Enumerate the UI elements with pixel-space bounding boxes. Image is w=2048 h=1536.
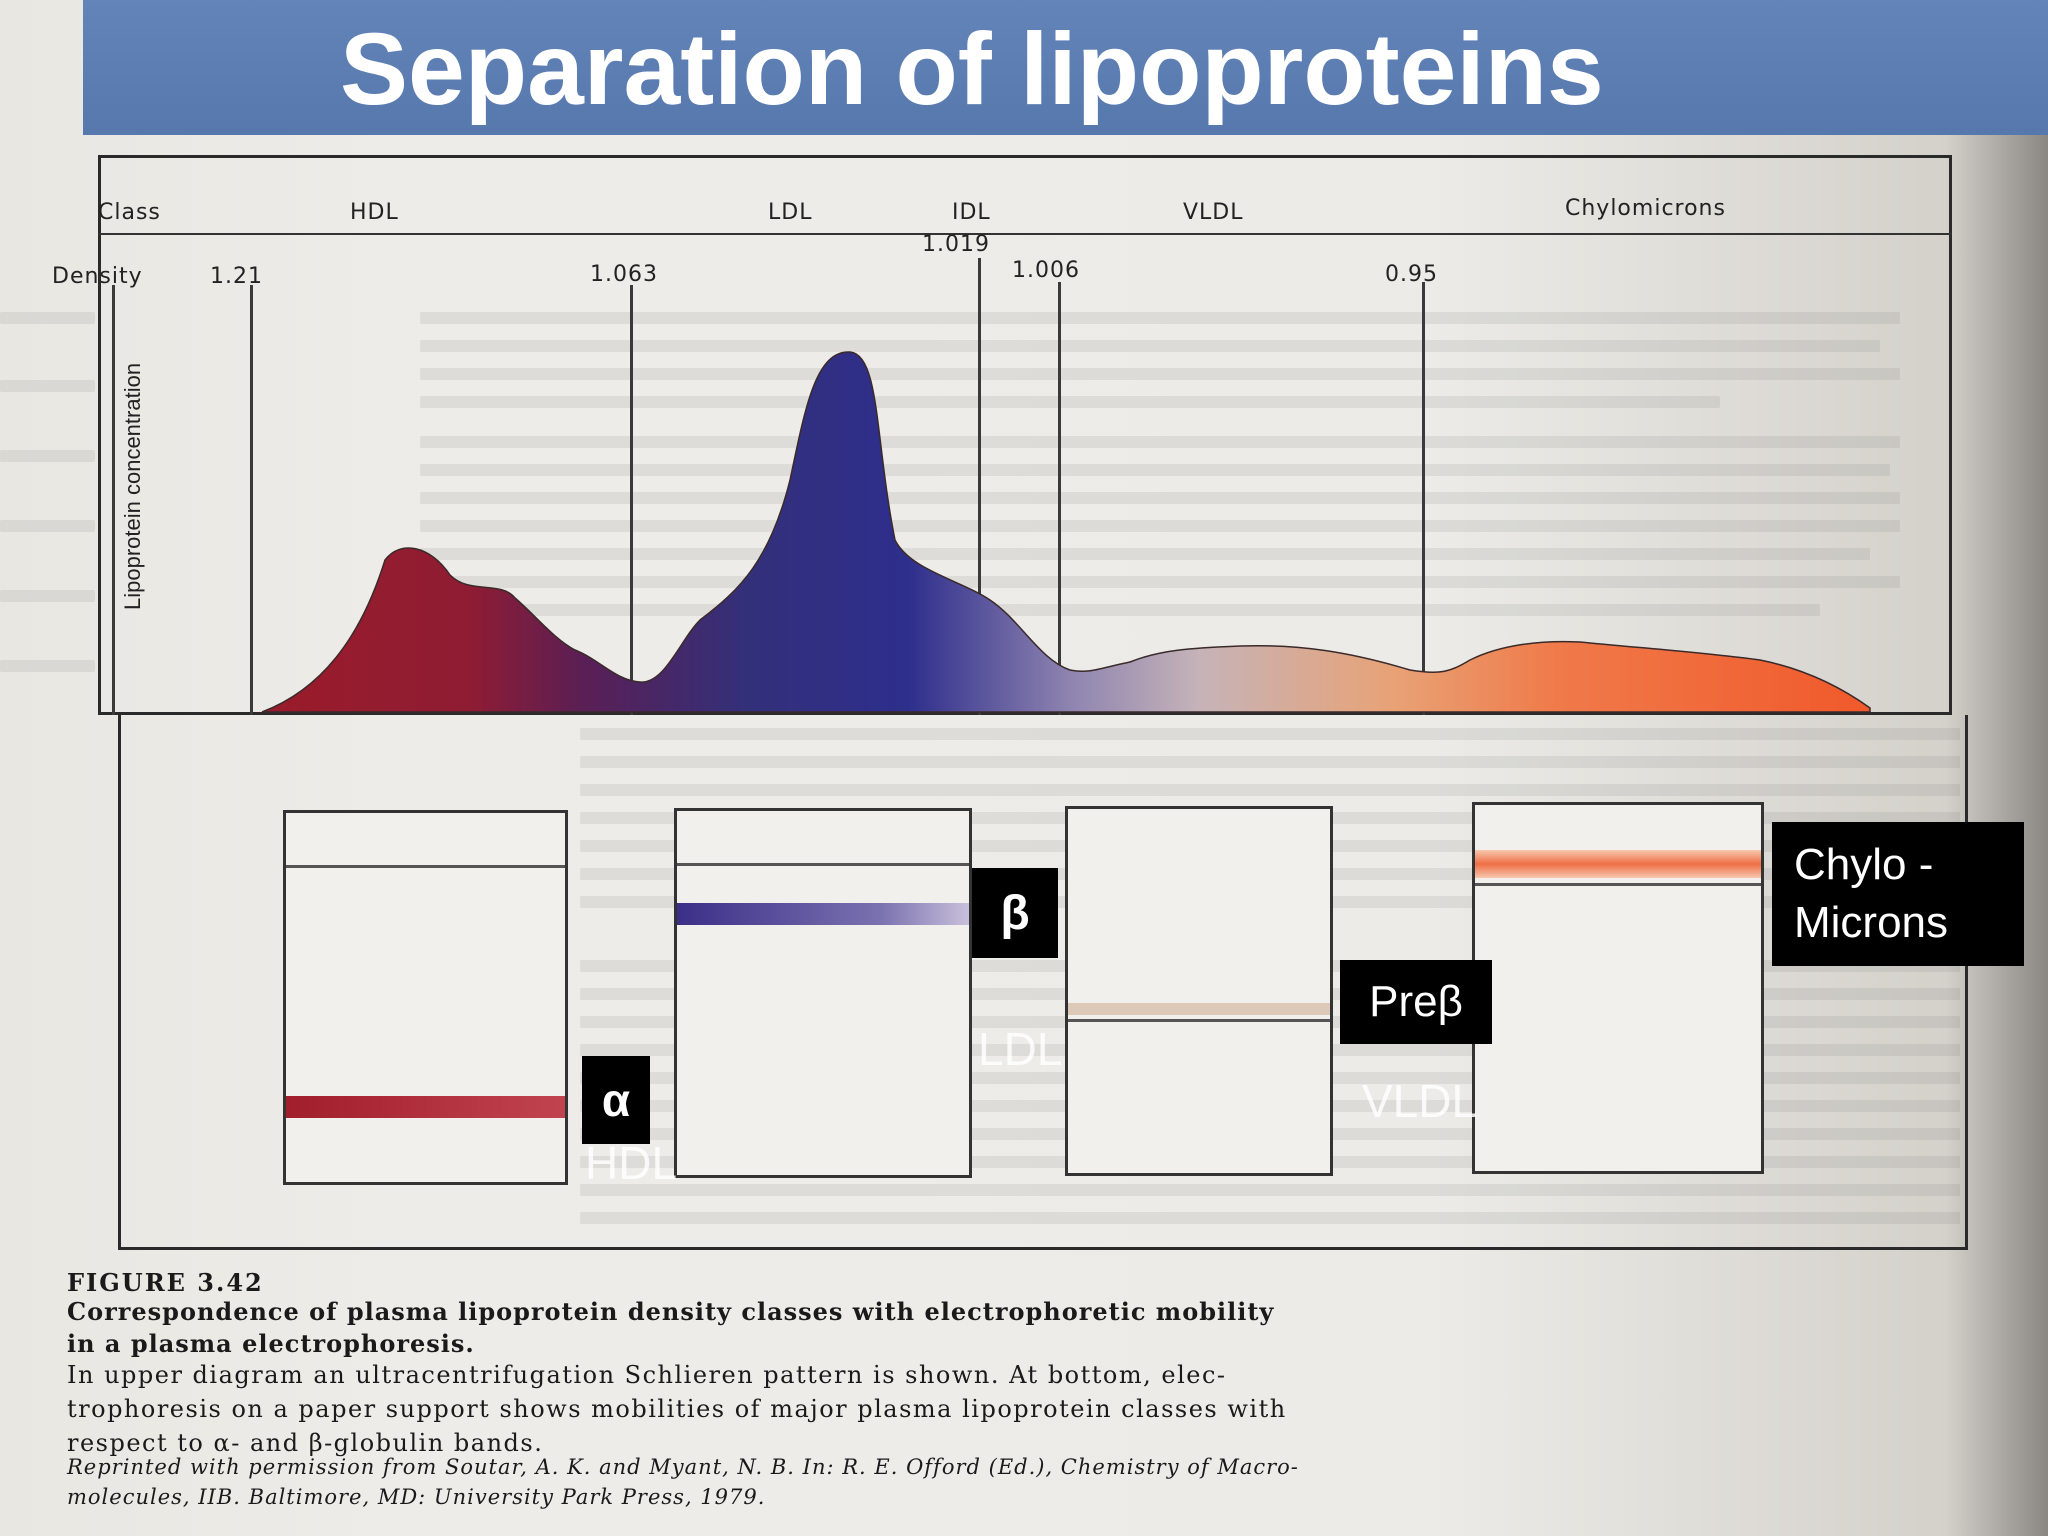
schlieren-curve xyxy=(261,351,1871,713)
beta-tag-text: β xyxy=(1000,886,1030,940)
bleed-through-text xyxy=(580,1212,1960,1224)
density-value-0-95: 0.95 xyxy=(1385,262,1438,287)
beta-tag: β xyxy=(972,868,1058,958)
density-divider-1-006 xyxy=(1058,282,1061,715)
figure-description-line2: trophoresis on a paper support shows mob… xyxy=(67,1395,1287,1423)
class-label-chylomicrons: Chylomicrons xyxy=(1565,196,1726,221)
figure-description: In upper diagram an ultracentrifugation … xyxy=(67,1358,1967,1460)
schlieren-frame xyxy=(98,155,1952,715)
chylomicrons-tag: Chylo - Microns xyxy=(1772,822,2024,966)
class-row-divider xyxy=(98,233,1952,235)
figure-title-line2: in a plasma electrophoresis. xyxy=(67,1329,475,1358)
bleed-through-text xyxy=(420,312,1900,324)
origin-line xyxy=(286,865,565,868)
ldl-overlay-label: LDL xyxy=(978,1023,1063,1075)
bleed-through-text xyxy=(0,380,95,392)
bleed-through-text xyxy=(420,436,1900,448)
figure-title-line1: Correspondence of plasma lipoprotein den… xyxy=(67,1297,1275,1326)
bleed-through-text xyxy=(0,450,95,462)
prebeta-tag-text: Preβ xyxy=(1369,977,1463,1026)
figure-credit-line2: molecules, IIB. Baltimore, MD: Universit… xyxy=(67,1485,766,1509)
class-header: Class xyxy=(98,200,161,225)
figure-description-line3: respect to α- and β-globulin bands. xyxy=(67,1429,544,1457)
bleed-through-text xyxy=(580,784,1960,796)
class-label-ldl: LDL xyxy=(768,200,813,225)
origin-line xyxy=(677,863,969,866)
density-value-1-063: 1.063 xyxy=(590,262,658,287)
density-divider-1-063 xyxy=(630,285,633,715)
origin-line xyxy=(1475,883,1761,886)
bleed-through-text xyxy=(420,464,1890,476)
bleed-through-text xyxy=(0,590,95,602)
electrophoresis-strip-ldl xyxy=(674,808,972,1178)
prebeta-tag: Preβ xyxy=(1340,960,1492,1044)
y-axis xyxy=(112,285,115,715)
electrophoresis-frame xyxy=(118,715,1968,1250)
figure-title: Correspondence of plasma lipoprotein den… xyxy=(67,1296,1967,1360)
bleed-through-text xyxy=(580,756,1960,768)
hdl-overlay-label: HDL xyxy=(585,1137,678,1189)
electrophoresis-strip-vldl xyxy=(1065,806,1333,1176)
class-label-idl: IDL xyxy=(952,200,991,225)
bleed-through-text xyxy=(420,368,1900,380)
figure-credit: Reprinted with permission from Soutar, A… xyxy=(67,1452,1967,1512)
slide-title: Separation of lipoproteins xyxy=(340,12,1604,126)
class-label-hdl: HDL xyxy=(350,200,399,225)
density-divider-0-95 xyxy=(1422,282,1425,715)
bleed-through-text xyxy=(420,340,1880,352)
figure-description-line1: In upper diagram an ultracentrifugation … xyxy=(67,1361,1227,1389)
density-value-1-21: 1.21 xyxy=(210,264,263,289)
density-value-1-019: 1.019 xyxy=(922,232,990,257)
origin-line xyxy=(1068,1019,1330,1022)
class-label-vldl: VLDL xyxy=(1183,200,1244,225)
electrophoresis-strip-hdl xyxy=(283,810,568,1185)
electrophoresis-strip-chylomicrons xyxy=(1472,802,1764,1174)
bleed-through-text xyxy=(580,728,1960,740)
vldl-overlay-label: VLDL xyxy=(1362,1075,1478,1127)
density-divider-1-019 xyxy=(978,258,981,715)
alpha-tag: α xyxy=(582,1056,650,1144)
alpha-tag-text: α xyxy=(601,1074,631,1126)
bleed-through-text xyxy=(0,520,95,532)
chylomicrons-tag-line2: Microns xyxy=(1794,898,1949,947)
figure-number: FIGURE 3.42 xyxy=(67,1268,264,1297)
figure-credit-line1: Reprinted with permission from Soutar, A… xyxy=(67,1455,1299,1479)
bleed-through-text xyxy=(420,396,1720,408)
density-divider-1-21 xyxy=(250,285,253,715)
chylomicrons-tag-line1: Chylo - xyxy=(1794,840,1934,889)
bleed-through-text xyxy=(580,1184,1960,1196)
title-bar xyxy=(83,0,2048,135)
density-header: Density xyxy=(52,264,143,289)
bleed-through-text xyxy=(0,312,95,324)
density-value-1-006: 1.006 xyxy=(1012,258,1080,283)
bleed-through-text xyxy=(0,660,95,672)
